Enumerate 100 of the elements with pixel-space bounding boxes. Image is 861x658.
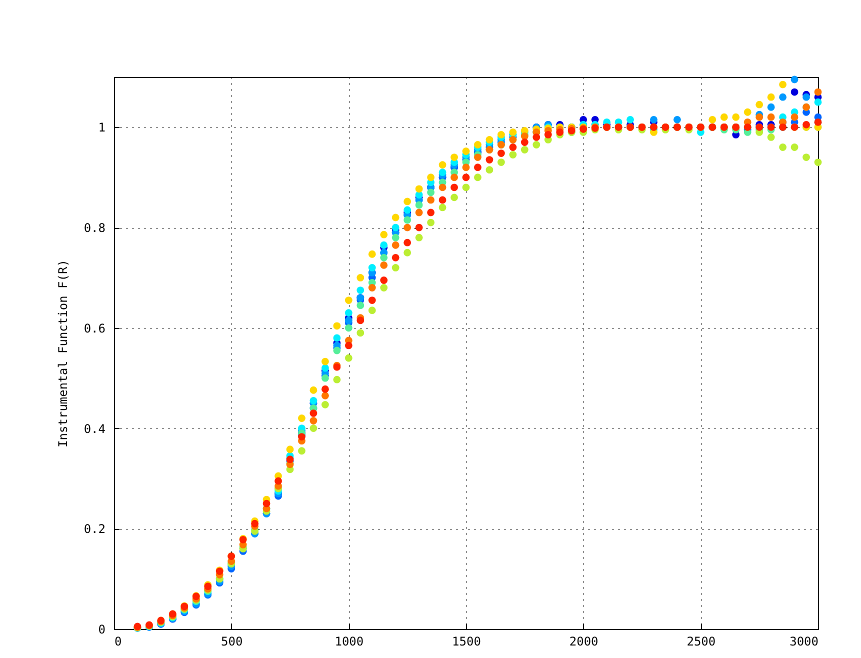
point	[474, 141, 482, 148]
point	[356, 316, 364, 324]
point	[251, 520, 259, 528]
point	[779, 80, 787, 88]
point	[474, 174, 482, 182]
point	[509, 128, 517, 136]
point	[767, 134, 775, 141]
point	[368, 264, 376, 272]
point	[790, 113, 798, 121]
point	[415, 201, 423, 209]
point	[450, 154, 458, 161]
point	[520, 138, 528, 146]
point	[708, 116, 716, 124]
point	[310, 396, 318, 404]
y-tick-label: 1	[98, 120, 106, 135]
point	[404, 224, 412, 232]
point	[344, 309, 352, 317]
point	[321, 374, 329, 382]
point	[344, 354, 352, 362]
point	[321, 392, 329, 400]
point	[450, 194, 458, 202]
point	[720, 113, 728, 121]
point	[392, 264, 400, 272]
point	[415, 234, 423, 242]
point	[392, 254, 400, 262]
point	[274, 477, 282, 485]
point	[380, 284, 388, 292]
point	[486, 156, 494, 164]
point	[404, 216, 412, 224]
y-tick-label: 0.4	[84, 422, 106, 436]
point	[392, 241, 400, 249]
point	[814, 88, 822, 96]
point	[532, 134, 540, 141]
point	[462, 148, 470, 155]
point	[344, 324, 352, 332]
point	[438, 204, 446, 212]
point	[380, 261, 388, 269]
x-tick-label: 2500	[686, 634, 716, 648]
point	[450, 174, 458, 182]
point	[368, 284, 376, 292]
x-tick-label: 1500	[452, 634, 481, 648]
point	[392, 234, 400, 242]
point	[427, 208, 435, 216]
x-tick-label: 1000	[334, 634, 364, 648]
y-tick-label: 0.6	[84, 321, 106, 336]
point	[427, 174, 435, 182]
y-tick-label: 0	[98, 622, 106, 636]
x-tick-label: 500	[220, 634, 243, 648]
point	[310, 386, 318, 394]
point	[802, 120, 810, 128]
point	[427, 196, 435, 204]
point	[486, 136, 494, 144]
x-tick-label: 3000	[790, 634, 818, 648]
point	[262, 500, 270, 508]
point	[415, 224, 423, 232]
point	[474, 154, 482, 161]
point	[356, 274, 364, 282]
point	[767, 103, 775, 111]
y-tick-label: 0.8	[84, 221, 106, 236]
point	[298, 447, 306, 455]
point	[673, 116, 681, 124]
point	[509, 144, 517, 151]
point	[415, 185, 423, 193]
point	[497, 150, 505, 157]
point	[462, 184, 470, 192]
point	[344, 316, 352, 324]
point	[321, 358, 329, 366]
point	[321, 400, 329, 408]
point	[298, 414, 306, 422]
point	[497, 158, 505, 166]
point	[802, 93, 810, 101]
x-tick-label: 0	[114, 634, 122, 648]
point	[333, 334, 341, 342]
point	[368, 296, 376, 304]
point	[756, 113, 764, 121]
point	[356, 329, 364, 337]
point	[333, 376, 341, 384]
point	[380, 276, 388, 284]
point	[380, 241, 388, 249]
point	[438, 196, 446, 204]
point	[814, 98, 822, 106]
point	[286, 446, 294, 454]
point	[790, 88, 798, 96]
point	[344, 342, 352, 350]
point	[497, 131, 505, 138]
point	[427, 218, 435, 226]
point	[438, 168, 446, 176]
point	[333, 322, 341, 330]
point	[368, 250, 376, 258]
point	[356, 286, 364, 294]
point	[790, 76, 798, 84]
y-axis-title: Instrumental Function F(R)	[56, 260, 70, 448]
point	[650, 116, 658, 124]
point	[779, 144, 787, 151]
point	[404, 248, 412, 256]
point	[556, 128, 564, 136]
point	[404, 238, 412, 246]
point	[544, 131, 552, 138]
point	[310, 424, 318, 432]
point	[333, 346, 341, 354]
